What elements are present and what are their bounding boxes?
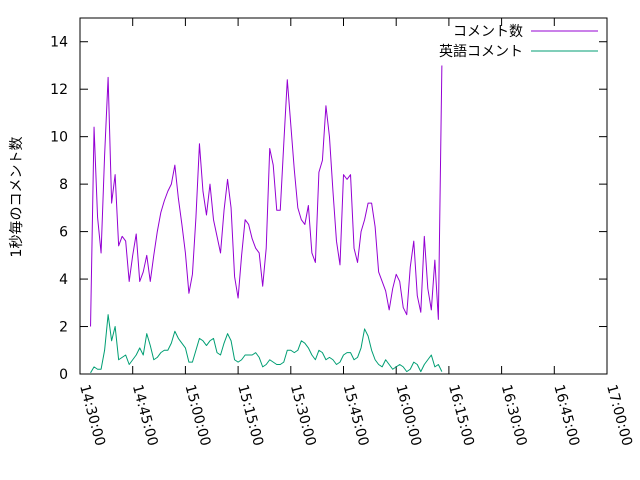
legend: コメント数 英語コメント [439, 24, 598, 60]
y-tick-label: 4 [59, 272, 68, 288]
series-layer [90, 65, 443, 374]
y-tick-label: 10 [50, 130, 68, 146]
legend-label-english: 英語コメント [439, 43, 523, 60]
x-tick-label: 16:30:00 [498, 383, 530, 448]
x-axis: 14:30:00 14:45:00 15:00:00 15:15:00 15:30:00… [76, 18, 635, 448]
x-tick-label: 16:00:00 [392, 383, 424, 448]
y-axis-label: 1秒毎のコメント数 [9, 137, 25, 258]
series-line-english [90, 314, 443, 374]
y-tick-label: 6 [59, 225, 68, 241]
x-tick-label: 17:00:00 [603, 383, 635, 448]
legend-label-comments: コメント数 [453, 24, 523, 40]
x-tick-label: 14:30:00 [76, 383, 108, 448]
x-tick-label: 15:30:00 [287, 383, 319, 448]
x-tick-label: 16:45:00 [550, 383, 582, 448]
y-tick-label: 0 [59, 367, 68, 383]
y-tick-label: 12 [50, 82, 68, 98]
x-tick-label: 16:15:00 [445, 383, 477, 448]
y-tick-label: 14 [50, 35, 68, 51]
y-axis: 0 2 4 6 8 10 12 14 [50, 35, 607, 383]
series-line-comments [90, 65, 443, 327]
x-tick-label: 14:45:00 [129, 383, 161, 448]
x-tick-label: 15:15:00 [234, 383, 266, 448]
plot-frame [79, 17, 608, 375]
y-tick-label: 2 [59, 320, 68, 336]
y-tick-label: 8 [59, 177, 68, 193]
x-tick-label: 15:00:00 [182, 383, 214, 448]
x-tick-label: 15:45:00 [340, 383, 372, 448]
